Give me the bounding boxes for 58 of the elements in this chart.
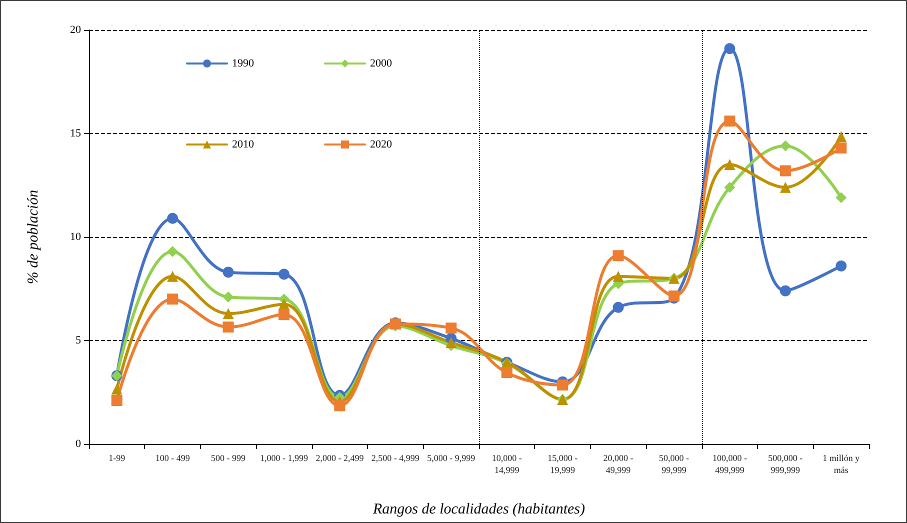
point	[780, 140, 791, 152]
legend-label: 1990	[232, 58, 254, 70]
point	[612, 250, 624, 262]
y-tick-label: 5	[76, 334, 82, 346]
x-tick-label: 5,000 - 9,999	[427, 453, 476, 463]
y-tick-label: 20	[70, 24, 82, 36]
point	[278, 268, 290, 280]
point	[167, 294, 178, 305]
point	[836, 142, 847, 154]
x-tick-label: 1,000 - 1,999	[260, 453, 308, 463]
point	[334, 400, 346, 412]
point	[278, 309, 290, 320]
point	[222, 266, 234, 278]
x-tick-label: 20,000 - 49,999	[603, 453, 634, 475]
x-tick-label: 50,000 - 99,999	[659, 453, 689, 475]
point	[836, 131, 847, 142]
point	[222, 292, 234, 303]
point	[836, 260, 847, 272]
point	[167, 212, 178, 224]
x-tick-label: 500,000 - 999,999	[768, 453, 803, 475]
point	[724, 43, 736, 54]
point	[780, 165, 791, 176]
point	[668, 290, 680, 302]
point	[167, 270, 178, 282]
y-axis-title: % de población	[26, 190, 42, 284]
x-tick-label: 15,000 - 19,999	[548, 453, 578, 475]
point	[724, 116, 736, 127]
y-tick-label: 0	[76, 438, 82, 450]
point	[222, 322, 234, 333]
x-tick-label: 1 millón y más	[822, 453, 860, 475]
point	[111, 395, 122, 406]
point	[501, 367, 512, 378]
point	[446, 322, 457, 334]
point	[780, 182, 791, 193]
y-tick-label: 15	[70, 128, 82, 140]
x-tick-label: 1-99	[108, 453, 126, 463]
y-tick-label: 10	[70, 231, 82, 243]
point	[836, 192, 847, 204]
x-tick-label: 100,000 - 499,999	[712, 453, 747, 475]
x-tick-label: 2,000 - 2,499	[316, 453, 364, 463]
legend-label: 2020	[370, 138, 392, 150]
point	[167, 246, 178, 257]
point	[222, 308, 234, 320]
point	[724, 159, 736, 170]
x-tick-label: 10,000 - 14,999	[492, 453, 522, 475]
point	[446, 337, 457, 348]
point	[724, 182, 736, 193]
legend-label: 2010	[232, 138, 254, 150]
legend-label: 2000	[370, 58, 392, 70]
x-tick-label: 500 - 999	[211, 453, 246, 463]
point	[557, 380, 568, 391]
x-axis-title: Rangos de localidades (habitantes)	[372, 502, 586, 518]
point	[612, 302, 624, 313]
point	[111, 384, 122, 395]
x-tick-label: 100 - 499	[155, 453, 190, 463]
point	[780, 285, 791, 296]
x-tick-label: 2,500 - 4,999	[371, 453, 420, 463]
point	[612, 270, 624, 282]
